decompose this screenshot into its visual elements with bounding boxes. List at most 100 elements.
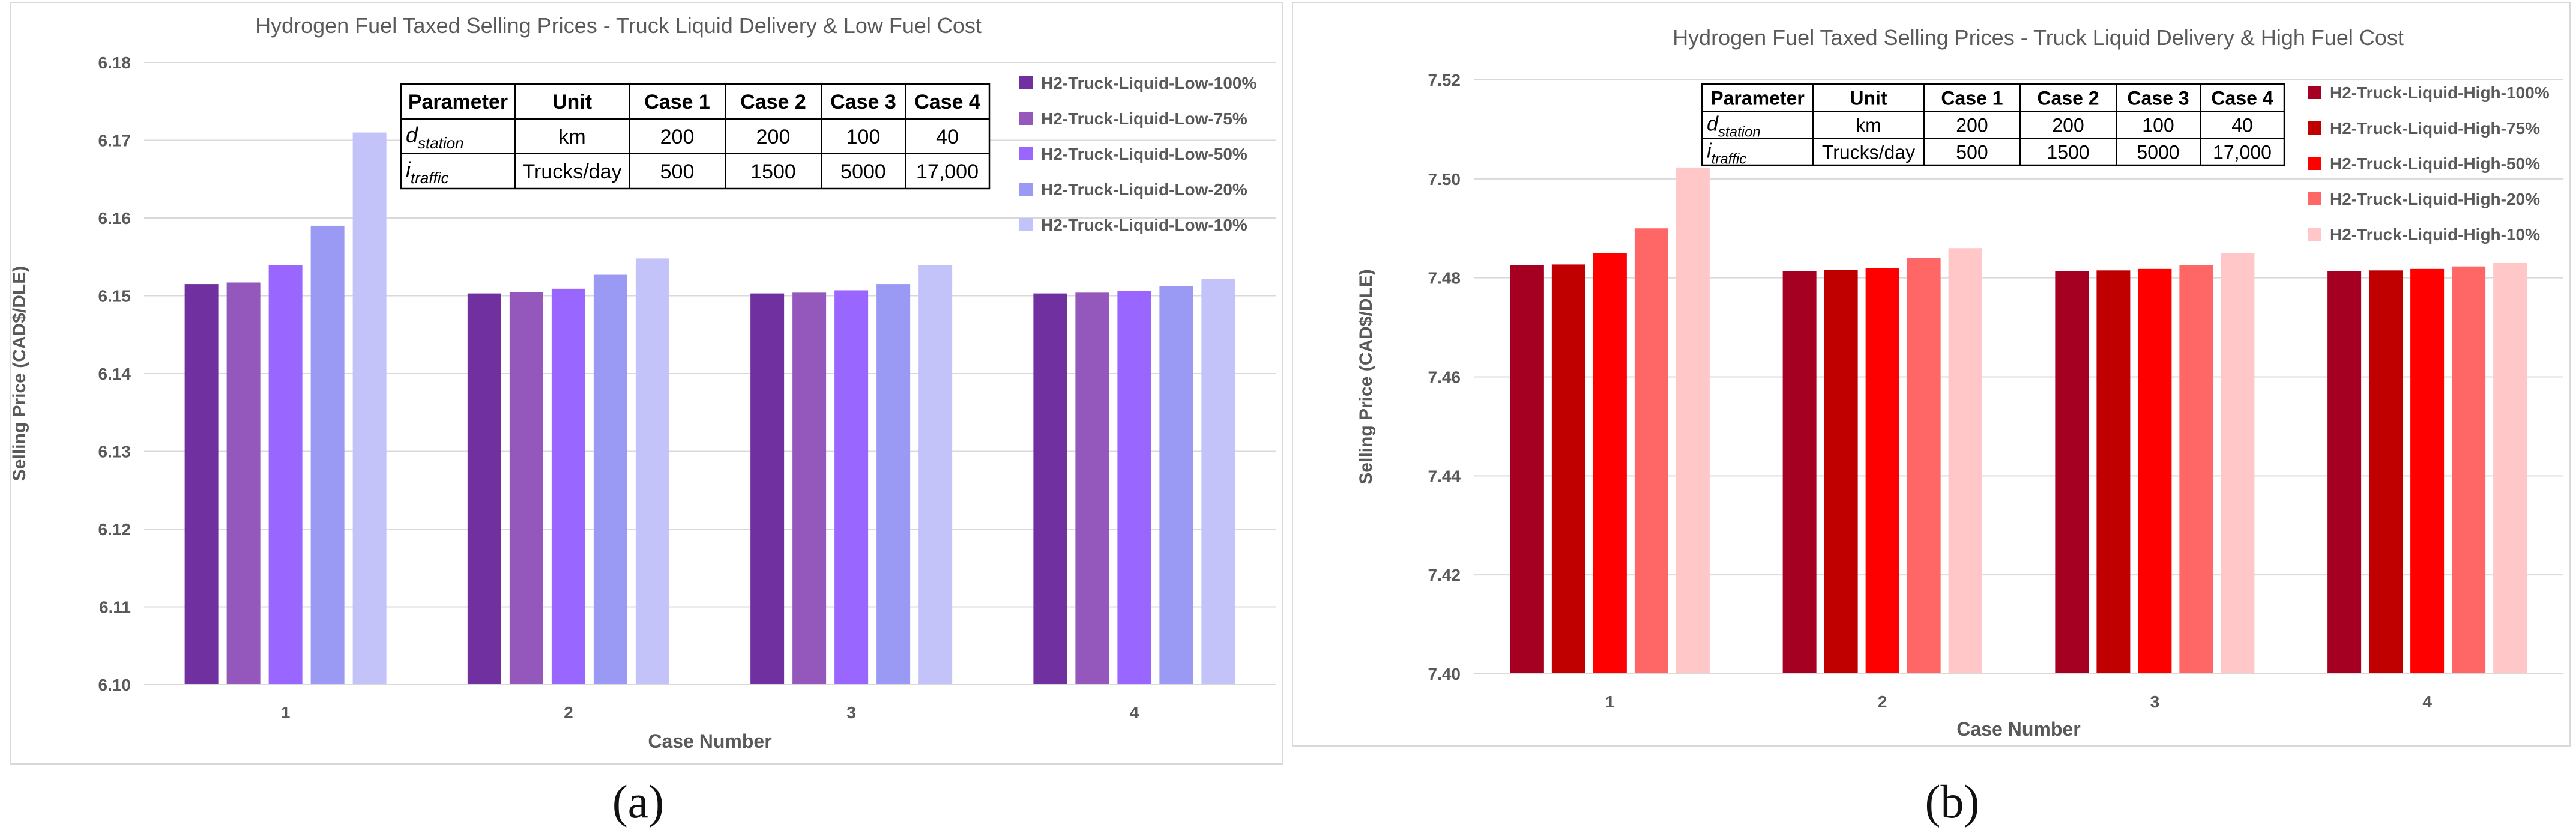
bar <box>2452 266 2486 674</box>
legend-label: H2-Truck-Liquid-Low-75% <box>1041 109 1247 128</box>
table-cell: 100 <box>2142 115 2174 136</box>
table-cell: 1500 <box>750 160 796 183</box>
x-axis-label: Case Number <box>1956 718 2080 740</box>
legend-swatch <box>2308 228 2321 241</box>
chart-a: Hydrogen Fuel Taxed Selling Prices - Tru… <box>10 2 1283 765</box>
y-tick-label: 7.46 <box>1428 368 1461 387</box>
table-cell: 40 <box>2231 115 2253 136</box>
bar <box>1551 264 1585 674</box>
bar <box>2179 265 2213 674</box>
param-symbol: i <box>1707 140 1712 163</box>
table-header-cell: Case 4 <box>2211 88 2273 109</box>
x-tick-label: 4 <box>1130 703 1139 722</box>
bar <box>184 284 219 685</box>
legend-swatch <box>1019 112 1033 125</box>
legend-swatch <box>2308 157 2321 170</box>
bar <box>551 288 585 685</box>
bar <box>1593 253 1627 674</box>
bar <box>2410 268 2445 674</box>
y-tick-label: 7.52 <box>1428 71 1461 89</box>
table-cell: Trucks/day <box>1822 142 1915 163</box>
table-param-cell: itraffic <box>1707 140 1746 168</box>
legend-swatch <box>1019 76 1033 89</box>
table-header-cell: Case 2 <box>2037 88 2099 109</box>
bar <box>2493 262 2527 674</box>
table-cell: 500 <box>1956 142 1988 163</box>
bar <box>1159 286 1193 685</box>
y-tick-label: 6.12 <box>98 520 131 539</box>
y-tick-label: 7.40 <box>1428 665 1461 683</box>
chart-b: Hydrogen Fuel Taxed Selling Prices - Tru… <box>1292 2 2571 747</box>
table-cell: 500 <box>660 160 695 183</box>
table-cell: 200 <box>756 126 791 148</box>
table-cell: 200 <box>2052 115 2084 136</box>
bar <box>226 282 261 685</box>
y-tick-label: 7.44 <box>1428 467 1461 485</box>
table-header-cell: Parameter <box>1710 88 1805 109</box>
bar <box>1676 167 1710 674</box>
chart-title: Hydrogen Fuel Taxed Selling Prices - Tru… <box>255 13 982 38</box>
y-tick-label: 6.11 <box>99 598 131 617</box>
table-cell: 17,000 <box>916 160 979 183</box>
y-tick-label: 7.42 <box>1428 566 1461 584</box>
bar <box>2055 271 2089 674</box>
legend-label: H2-Truck-Liquid-High-75% <box>2330 119 2540 138</box>
bar <box>1117 291 1151 685</box>
y-tick-label: 6.18 <box>98 53 131 72</box>
x-tick-label: 2 <box>564 703 573 722</box>
table-param-cell: dstation <box>1707 113 1761 141</box>
table-header-cell: Parameter <box>408 91 508 114</box>
table-header-cell: Unit <box>552 91 592 114</box>
bar <box>1075 292 1109 685</box>
x-tick-label: 2 <box>1878 692 1887 711</box>
param-subscript: station <box>418 134 464 152</box>
legend-label: H2-Truck-Liquid-Low-20% <box>1041 180 1247 199</box>
legend-swatch <box>1019 183 1033 196</box>
bar <box>2096 270 2131 674</box>
bar <box>2221 253 2255 674</box>
table-header-cell: Unit <box>1850 88 1887 109</box>
table-param-cell: dstation <box>406 123 464 152</box>
table-cell: 200 <box>660 126 695 148</box>
bar <box>918 265 953 685</box>
table-header-cell: Case 2 <box>740 91 806 114</box>
param-subscript: station <box>1718 124 1761 141</box>
table-cell: 200 <box>1956 115 1988 136</box>
legend-swatch <box>2308 192 2321 205</box>
table-cell: 1500 <box>2047 142 2089 163</box>
legend-swatch <box>1019 147 1033 160</box>
bar <box>1824 270 1858 674</box>
legend-label: H2-Truck-Liquid-High-50% <box>2330 154 2540 173</box>
table-cell: Trucks/day <box>522 160 621 183</box>
bar <box>352 132 387 685</box>
inset-table <box>1701 83 2285 166</box>
x-tick-label: 1 <box>1605 692 1615 711</box>
x-tick-label: 3 <box>846 703 856 722</box>
legend-label: H2-Truck-Liquid-High-20% <box>2330 190 2540 208</box>
param-subscript: traffic <box>1712 151 1747 168</box>
bar <box>268 265 303 685</box>
y-tick-label: 7.50 <box>1428 170 1461 189</box>
param-symbol: d <box>406 123 418 147</box>
y-tick-label: 6.15 <box>98 287 131 306</box>
table-cell: km <box>558 126 585 148</box>
table-cell: 17,000 <box>2213 142 2272 163</box>
bar <box>509 292 543 685</box>
table-header-cell: Case 1 <box>644 91 710 114</box>
y-tick-label: 7.48 <box>1428 269 1461 288</box>
bar <box>635 258 669 685</box>
table-cell: 5000 <box>2137 142 2179 163</box>
bar <box>1634 228 1668 674</box>
bar <box>876 284 911 685</box>
chart-title: Hydrogen Fuel Taxed Selling Prices - Tru… <box>1673 25 2404 50</box>
param-symbol: d <box>1707 113 1719 136</box>
y-tick-label: 6.16 <box>98 209 131 228</box>
bar <box>1510 265 1544 674</box>
legend-label: H2-Truck-Liquid-High-100% <box>2330 83 2550 102</box>
bar <box>2369 270 2403 674</box>
table-cell: 5000 <box>840 160 886 183</box>
table-header-cell: Case 1 <box>1941 88 2003 109</box>
legend-swatch <box>2308 86 2321 99</box>
table-cell: km <box>1856 115 1881 136</box>
bar <box>792 292 827 685</box>
